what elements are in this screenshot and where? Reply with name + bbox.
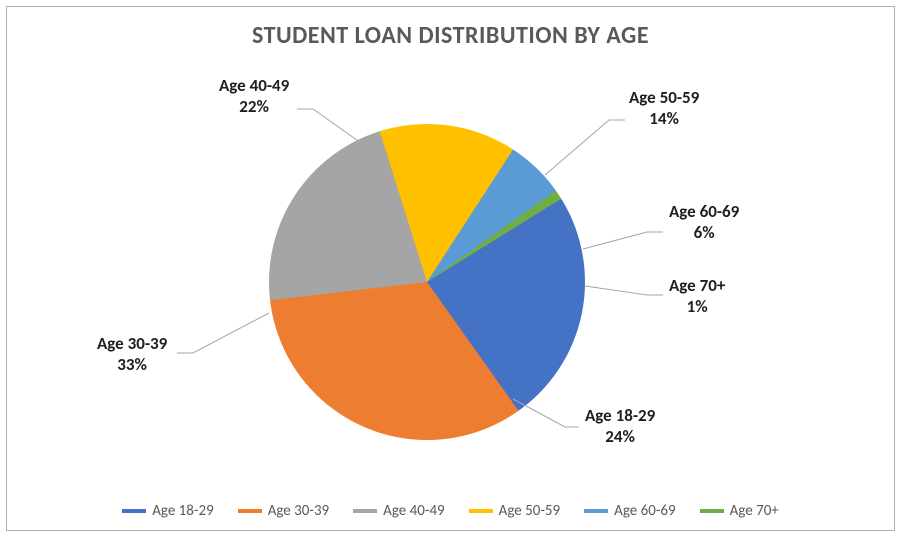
legend-swatch	[353, 509, 377, 513]
legend-swatch	[238, 509, 262, 513]
legend-label: Age 50-59	[499, 502, 560, 520]
data-label-line2: 1%	[687, 296, 708, 317]
legend-item: Age 70+	[700, 502, 779, 520]
pie-chart: Age 40-4922%Age 50-5914%Age 60-696%Age 7…	[7, 7, 894, 530]
legend-label: Age 60-69	[614, 502, 675, 520]
legend: Age 18-29 Age 30-39 Age 40-49 Age 50-59 Age …	[7, 502, 894, 520]
data-label: Age 70+1%	[669, 275, 725, 318]
chart-frame: STUDENT LOAN DISTRIBUTION BY AGE Age 40-…	[6, 6, 895, 531]
legend-label: Age 30-39	[268, 502, 329, 520]
data-label-line1: Age 40-49	[219, 75, 289, 96]
data-label: Age 50-5914%	[629, 87, 699, 130]
data-label: Age 30-3933%	[97, 333, 167, 376]
legend-item: Age 18-29	[122, 502, 213, 520]
legend-item: Age 60-69	[584, 502, 675, 520]
legend-item: Age 40-49	[353, 502, 444, 520]
pie	[269, 124, 585, 440]
data-label-line2: 14%	[649, 108, 679, 129]
legend-swatch	[469, 509, 493, 513]
legend-swatch	[584, 509, 608, 513]
data-label-line1: Age 50-59	[629, 87, 699, 108]
legend-item: Age 50-59	[469, 502, 560, 520]
data-label-line2: 22%	[239, 96, 269, 117]
data-label: Age 60-696%	[669, 201, 739, 244]
data-label-line1: Age 70+	[669, 275, 725, 296]
data-label-line1: Age 60-69	[669, 201, 739, 222]
legend-item: Age 30-39	[238, 502, 329, 520]
legend-label: Age 40-49	[383, 502, 444, 520]
data-label-line2: 24%	[605, 426, 635, 447]
data-label-line1: Age 30-39	[97, 333, 167, 354]
legend-swatch	[122, 509, 146, 513]
data-label-line2: 33%	[117, 354, 147, 375]
legend-label: Age 70+	[730, 502, 779, 520]
legend-label: Age 18-29	[152, 502, 213, 520]
data-label-line1: Age 18-29	[585, 405, 655, 426]
legend-swatch	[700, 509, 724, 513]
data-label: Age 18-2924%	[585, 405, 655, 448]
data-label: Age 40-4922%	[219, 75, 289, 118]
data-label-line2: 6%	[694, 222, 715, 243]
